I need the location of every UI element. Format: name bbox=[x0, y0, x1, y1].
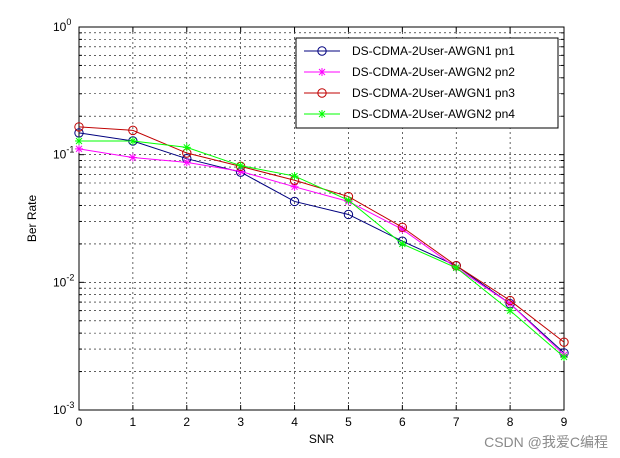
legend: DS-CDMA-2User-AWGN1 pn1 DS-CDMA-2User-AWG… bbox=[295, 37, 559, 129]
data-point bbox=[182, 143, 191, 152]
data-point bbox=[75, 136, 83, 145]
y-tick-label: 100 bbox=[53, 17, 71, 34]
data-point bbox=[182, 158, 191, 167]
data-point bbox=[506, 306, 515, 315]
data-point bbox=[128, 136, 137, 145]
legend-label: DS-CDMA-2User-AWGN1 pn1 bbox=[352, 44, 515, 58]
data-point bbox=[397, 222, 408, 232]
series-line bbox=[78, 132, 565, 354]
data-point bbox=[75, 144, 83, 153]
data-point bbox=[317, 88, 327, 98]
series-layer bbox=[74, 122, 569, 362]
legend-entry: DS-CDMA-2User-AWGN2 pn2 bbox=[304, 65, 515, 79]
data-point bbox=[343, 209, 354, 220]
y-tick-label: 10-3 bbox=[53, 400, 74, 417]
plot-frame bbox=[78, 26, 565, 411]
y-tick-label: 10-1 bbox=[53, 145, 74, 162]
x-tick-label: 8 bbox=[507, 415, 514, 429]
legend-entry: DS-CDMA-2User-AWGN1 pn1 bbox=[304, 44, 515, 58]
data-point bbox=[505, 295, 515, 306]
data-point bbox=[236, 161, 245, 170]
axis-ticks: 0 1 2 3 4 5 6 7 8 9 100 10-1 10-2 10-3 bbox=[53, 17, 568, 429]
data-point bbox=[290, 182, 299, 191]
x-tick-label: 5 bbox=[345, 415, 352, 429]
data-point bbox=[344, 196, 353, 205]
x-tick-label: 9 bbox=[561, 415, 568, 429]
legend-label: DS-CDMA-2User-AWGN1 pn3 bbox=[352, 86, 515, 100]
data-point bbox=[74, 122, 84, 132]
x-tick-label: 7 bbox=[453, 415, 460, 429]
data-point bbox=[318, 68, 326, 76]
legend-entry: DS-CDMA-2User-AWGN1 pn3 bbox=[304, 86, 515, 100]
data-point bbox=[398, 239, 407, 248]
legend-label: DS-CDMA-2User-AWGN2 pn2 bbox=[352, 65, 515, 79]
data-point bbox=[559, 337, 569, 347]
x-axis-label: SNR bbox=[309, 432, 335, 446]
x-tick-label: 2 bbox=[183, 415, 190, 429]
legend-box bbox=[295, 37, 559, 129]
y-tick-label: 10-2 bbox=[53, 272, 74, 289]
y-axis-label: Ber Rate bbox=[25, 194, 39, 242]
x-tick-label: 4 bbox=[291, 415, 298, 429]
data-point bbox=[290, 172, 299, 181]
legend-entry: DS-CDMA-2User-AWGN2 pn4 bbox=[304, 107, 515, 121]
data-point bbox=[289, 196, 300, 207]
x-tick-label: 1 bbox=[130, 415, 137, 429]
watermark: CSDN @我爱C编程 bbox=[484, 434, 608, 450]
legend-label: DS-CDMA-2User-AWGN2 pn4 bbox=[352, 107, 515, 121]
data-point bbox=[128, 125, 138, 136]
series-line bbox=[79, 140, 565, 358]
data-point bbox=[128, 153, 137, 162]
series-line bbox=[78, 148, 565, 356]
data-point bbox=[452, 263, 461, 272]
data-point bbox=[318, 110, 326, 118]
data-point bbox=[560, 353, 568, 362]
x-tick-label: 0 bbox=[76, 415, 83, 429]
x-tick-label: 3 bbox=[237, 415, 244, 429]
series-4 bbox=[75, 136, 568, 362]
x-tick-label: 6 bbox=[399, 415, 406, 429]
data-point bbox=[317, 46, 327, 56]
